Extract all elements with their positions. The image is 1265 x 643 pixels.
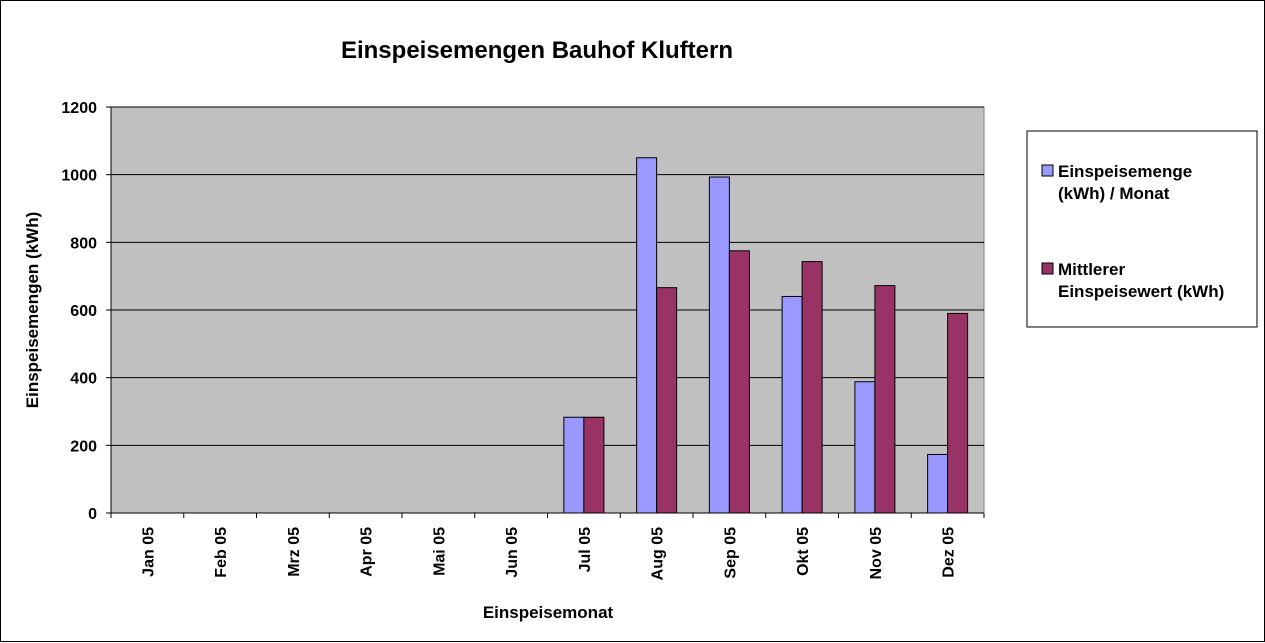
y-tick-label: 1000 (61, 168, 97, 185)
legend-label: (kWh) / Monat (1058, 184, 1170, 203)
bar-series-2 (801, 261, 823, 514)
y-tick-label: 200 (70, 438, 97, 455)
x-tick-label: Okt 05 (795, 527, 812, 576)
bar-series-1 (781, 295, 803, 514)
y-tick-label: 400 (70, 371, 97, 388)
bars (563, 157, 969, 514)
bar-series-1 (854, 381, 876, 514)
legend-swatch (1041, 262, 1054, 275)
y-tick-label: 1200 (61, 100, 97, 117)
x-tick-label: Nov 05 (868, 527, 885, 580)
y-tick-label: 0 (88, 506, 97, 523)
x-tick-label: Jul 05 (577, 527, 594, 572)
bar-series-2 (874, 285, 896, 514)
bar-series-1 (927, 453, 949, 514)
y-axis-label: Einspeisemengen (kWh) (23, 212, 42, 408)
x-tick-label: Jan 05 (140, 527, 157, 577)
bar-series-2 (947, 312, 969, 514)
bar-series-2 (728, 250, 750, 514)
x-tick-labels: Jan 05 Feb 05 Mrz 05 Apr 05 Mai 05 Jun 05 Jul … (140, 527, 957, 580)
x-tick-label: Sep 05 (722, 527, 739, 579)
y-tick-labels: 0 200 400 600 800 1000 1200 (61, 100, 97, 523)
bar-series-2 (583, 416, 605, 514)
chart-title: Einspeisemengen Bauhof Kluftern (341, 37, 733, 64)
x-tick-label: Mai 05 (431, 527, 448, 576)
x-tick-label: Jun 05 (504, 527, 521, 578)
bar-series-2 (656, 287, 678, 514)
legend-box (1026, 130, 1258, 328)
legend: Einspeisemenge (kWh) / Monat Mittlerer Eins… (1026, 130, 1258, 328)
bar-series-1 (563, 416, 585, 514)
bar-series-1 (636, 157, 658, 514)
x-tick-label: Dez 05 (941, 527, 958, 578)
x-tick-label: Feb 05 (213, 527, 230, 578)
x-tick-label: Mrz 05 (286, 527, 303, 577)
gridlines (111, 106, 984, 446)
y-tick-label: 600 (70, 303, 97, 320)
legend-label: Mittlerer (1058, 260, 1125, 279)
legend-swatch (1041, 164, 1054, 177)
x-tick-label: Aug 05 (650, 527, 667, 580)
x-tick-label: Apr 05 (359, 527, 376, 577)
legend-label: Einspeisewert (kWh) (1058, 282, 1224, 301)
legend-label: Einspeisemenge (1058, 162, 1192, 181)
y-tick-label: 800 (70, 235, 97, 252)
axes (106, 106, 985, 518)
bar-series-1 (708, 176, 730, 514)
x-axis-label: Einspeisemonat (483, 603, 614, 622)
